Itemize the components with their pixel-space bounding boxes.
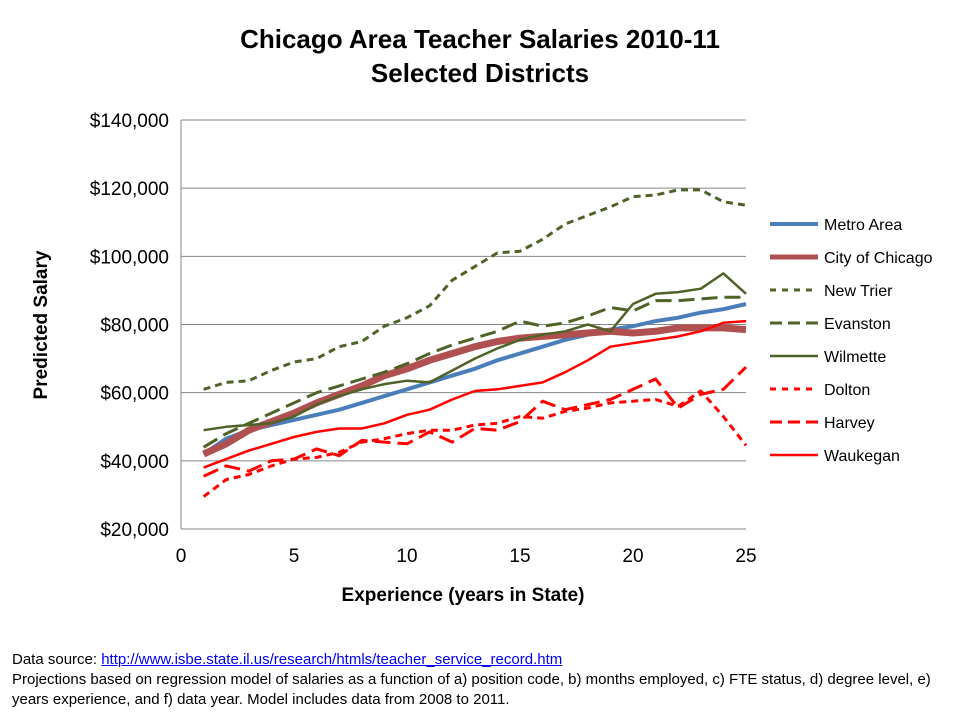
series-line-wilmette <box>203 272 747 432</box>
x-axis-label: Experience (years in State) <box>342 585 585 606</box>
x-tick-label: 25 <box>735 546 756 567</box>
legend-label-evanston: Evanston <box>824 316 891 333</box>
series-line-city-of-chicago <box>202 324 747 458</box>
y-tick-label: $100,000 <box>90 247 169 268</box>
chart-title-block: Chicago Area Teacher Salaries 2010-11 Se… <box>0 22 960 90</box>
footer: Data source: http://www.isbe.state.il.us… <box>12 650 952 710</box>
legend-label-waukegan: Waukegan <box>824 448 900 465</box>
y-tick-label: $140,000 <box>90 111 169 132</box>
line-chart: $20,000 $40,000 $60,000 $80,000 $100,000 $120… <box>31 111 933 606</box>
series-lines <box>202 188 748 498</box>
legend-label-city-of-chicago: City of Chicago <box>824 250 933 267</box>
chart-title: Chicago Area Teacher Salaries 2010-11 <box>240 24 720 54</box>
y-tick-label: $60,000 <box>100 384 169 405</box>
legend-label-new-trier: New Trier <box>824 283 893 300</box>
y-axis-label: Predicted Salary <box>31 250 52 399</box>
data-source-link[interactable]: http://www.isbe.state.il.us/research/htm… <box>101 651 563 668</box>
y-tick-label: $40,000 <box>100 452 169 473</box>
legend-label-dolton: Dolton <box>824 382 870 399</box>
data-source-label: Data source: <box>12 651 102 668</box>
legend: Metro Area City of Chicago New Trier Evanst… <box>770 217 933 465</box>
x-tick-label: 5 <box>289 546 300 567</box>
y-tick-label: $20,000 <box>100 520 169 541</box>
series-line-dolton <box>202 389 748 498</box>
series-line-metro-area <box>202 302 747 456</box>
series-line-harvey <box>202 366 748 478</box>
legend-label-wilmette: Wilmette <box>824 349 886 366</box>
data-source-line: Data source: http://www.isbe.state.il.us… <box>12 650 952 670</box>
methodology-note: Projections based on regression model of… <box>12 671 931 708</box>
series-line-waukegan <box>203 319 747 469</box>
y-tick-label: $120,000 <box>90 179 169 200</box>
x-tick-label: 15 <box>509 546 530 567</box>
x-axis-ticks: 0 5 10 15 20 25 <box>176 546 757 567</box>
x-tick-label: 0 <box>176 546 187 567</box>
gridlines <box>180 119 746 530</box>
legend-label-metro-area: Metro Area <box>824 217 902 234</box>
series-line-evanston <box>202 295 746 449</box>
y-axis-ticks: $20,000 $40,000 $60,000 $80,000 $100,000 $120… <box>90 111 169 541</box>
chart-subtitle: Selected Districts <box>370 58 590 88</box>
y-tick-label: $80,000 <box>100 316 169 337</box>
x-tick-label: 20 <box>622 546 643 567</box>
x-tick-label: 10 <box>396 546 417 567</box>
series-line-new-trier <box>203 188 747 391</box>
legend-label-harvey: Harvey <box>824 415 875 432</box>
